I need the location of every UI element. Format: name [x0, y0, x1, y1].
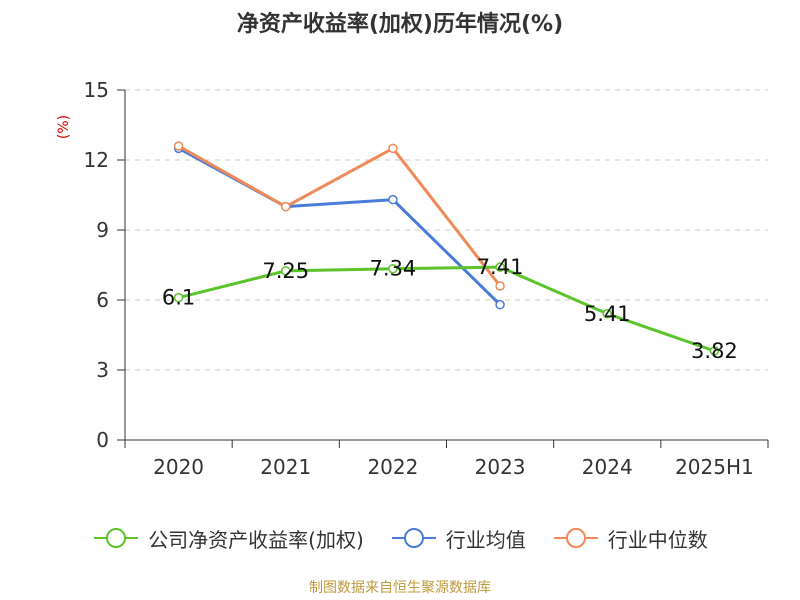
data-point: [388, 143, 398, 154]
x-tick-label: 2020: [153, 455, 204, 479]
chart-title: 净资产收益率(加权)历年情况(%): [236, 12, 564, 37]
data-label: 7.25: [262, 259, 309, 283]
legend-label: 行业中位数: [607, 527, 708, 552]
y-tick-label: 3: [96, 358, 109, 382]
y-axis-label: (%): [56, 115, 72, 139]
source-footer: 制图数据来自恒生聚源数据库: [309, 580, 491, 596]
x-tick-label: 2022: [367, 455, 418, 479]
data-point: [495, 262, 505, 272]
legend-item[interactable]: 行业中位数: [552, 524, 708, 553]
y-tick-label: 15: [84, 78, 109, 102]
legend-item[interactable]: 公司净资产收益率(加权): [92, 524, 364, 553]
legend-label: 公司净资产收益率(加权): [148, 527, 364, 552]
data-point: [173, 141, 184, 151]
data-point: [173, 292, 184, 303]
series-line-2: [177, 144, 502, 287]
data-point: [281, 266, 291, 276]
data-labels: 6.1 7.25 7.34 7.41 5.41 3.82: [162, 255, 738, 363]
y-tick-label: 9: [96, 218, 109, 242]
data-point: [495, 281, 505, 291]
legend-swatch-icon: [94, 528, 139, 548]
x-tick-label: 2021: [260, 455, 311, 479]
x-tick-label: 2023: [475, 455, 526, 479]
data-label: 7.34: [370, 257, 417, 281]
y-tick-label: 12: [84, 148, 109, 172]
data-label: 7.41: [477, 255, 524, 279]
legend-item[interactable]: 行业均值: [390, 524, 526, 553]
grid-lines: [125, 89, 768, 371]
y-tick-label: 0: [96, 428, 109, 452]
data-point: [495, 299, 505, 310]
axes: 0 3 6 9 12 15 (%) 2020 2021 2022 2023 2024 2025H1: [56, 78, 769, 479]
legend-swatch-icon: [553, 528, 598, 548]
legend-swatch-icon: [391, 528, 436, 548]
data-point: [388, 194, 398, 205]
legend-label: 行业均值: [445, 527, 526, 552]
y-tick-label: 6: [96, 288, 109, 312]
data-label: 5.41: [584, 302, 631, 326]
x-tick-label: 2025H1: [675, 455, 754, 479]
data-label: 6.1: [162, 286, 195, 310]
series-layer: [173, 141, 720, 356]
data-label: 3.82: [691, 339, 738, 363]
data-point: [709, 346, 720, 356]
data-point: [388, 263, 398, 274]
data-point: [602, 309, 612, 319]
x-tick-label: 2024: [582, 455, 633, 479]
data-point: [281, 201, 291, 212]
legend: 公司净资产收益率(加权) 行业均值 行业中位数: [0, 520, 800, 556]
series-line-0: [178, 265, 715, 353]
